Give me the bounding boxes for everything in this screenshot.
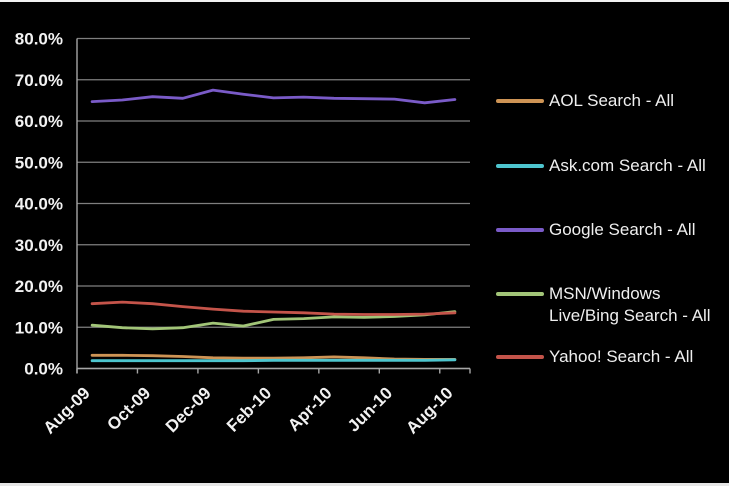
legend-label-aol: AOL Search - All	[549, 91, 675, 110]
series-line-aol	[90, 353, 457, 361]
legend-item-yahoo: Yahoo! Search - All	[496, 346, 693, 368]
x-axis-label: Jun-10	[344, 383, 396, 435]
page-top-edge	[0, 0, 729, 2]
legend-label-msn-bing: MSN/Windows Live/Bing Search - All	[549, 284, 711, 325]
chart-legend: AOL Search - All Ask.com Search - All Go…	[496, 0, 729, 486]
legend-item-msn-bing: MSN/Windows Live/Bing Search - All	[496, 283, 711, 327]
series-line-google	[90, 88, 457, 105]
y-axis-label: 20.0%	[15, 277, 63, 296]
series-line-msnwindows	[90, 310, 457, 331]
legend-swatch-aol	[496, 99, 544, 103]
legend-swatch-yahoo	[496, 355, 544, 359]
series-line-askcom	[90, 358, 457, 363]
legend-swatch-msn-bing	[496, 292, 544, 296]
legend-swatch-ask	[496, 164, 544, 168]
series-line-yahoo	[90, 300, 457, 316]
x-axis-label: Dec-09	[162, 383, 215, 436]
y-axis-label: 30.0%	[15, 236, 63, 255]
legend-label-yahoo: Yahoo! Search - All	[549, 347, 694, 366]
x-axis-label: Aug-09	[40, 383, 94, 437]
x-axis-label: Feb-10	[223, 383, 275, 435]
y-axis-label: 40.0%	[15, 195, 63, 214]
legend-label-google: Google Search - All	[549, 220, 696, 239]
legend-label-ask: Ask.com Search - All	[549, 156, 706, 175]
legend-item-aol: AOL Search - All	[496, 90, 674, 112]
x-axis-label: Oct-09	[103, 383, 154, 434]
legend-swatch-google	[496, 228, 544, 232]
y-axis-label: 70.0%	[15, 71, 63, 90]
y-axis-label: 10.0%	[15, 318, 63, 337]
x-axis-label: Apr-10	[284, 383, 336, 435]
y-axis-label: 60.0%	[15, 112, 63, 131]
legend-item-google: Google Search - All	[496, 219, 695, 241]
legend-item-ask: Ask.com Search - All	[496, 155, 706, 177]
page-bottom-edge	[0, 483, 729, 486]
x-axis-label: Aug-10	[402, 383, 456, 437]
y-axis-label: 80.0%	[15, 30, 63, 49]
y-axis-label: 0.0%	[24, 360, 63, 379]
y-axis-label: 50.0%	[15, 153, 63, 172]
